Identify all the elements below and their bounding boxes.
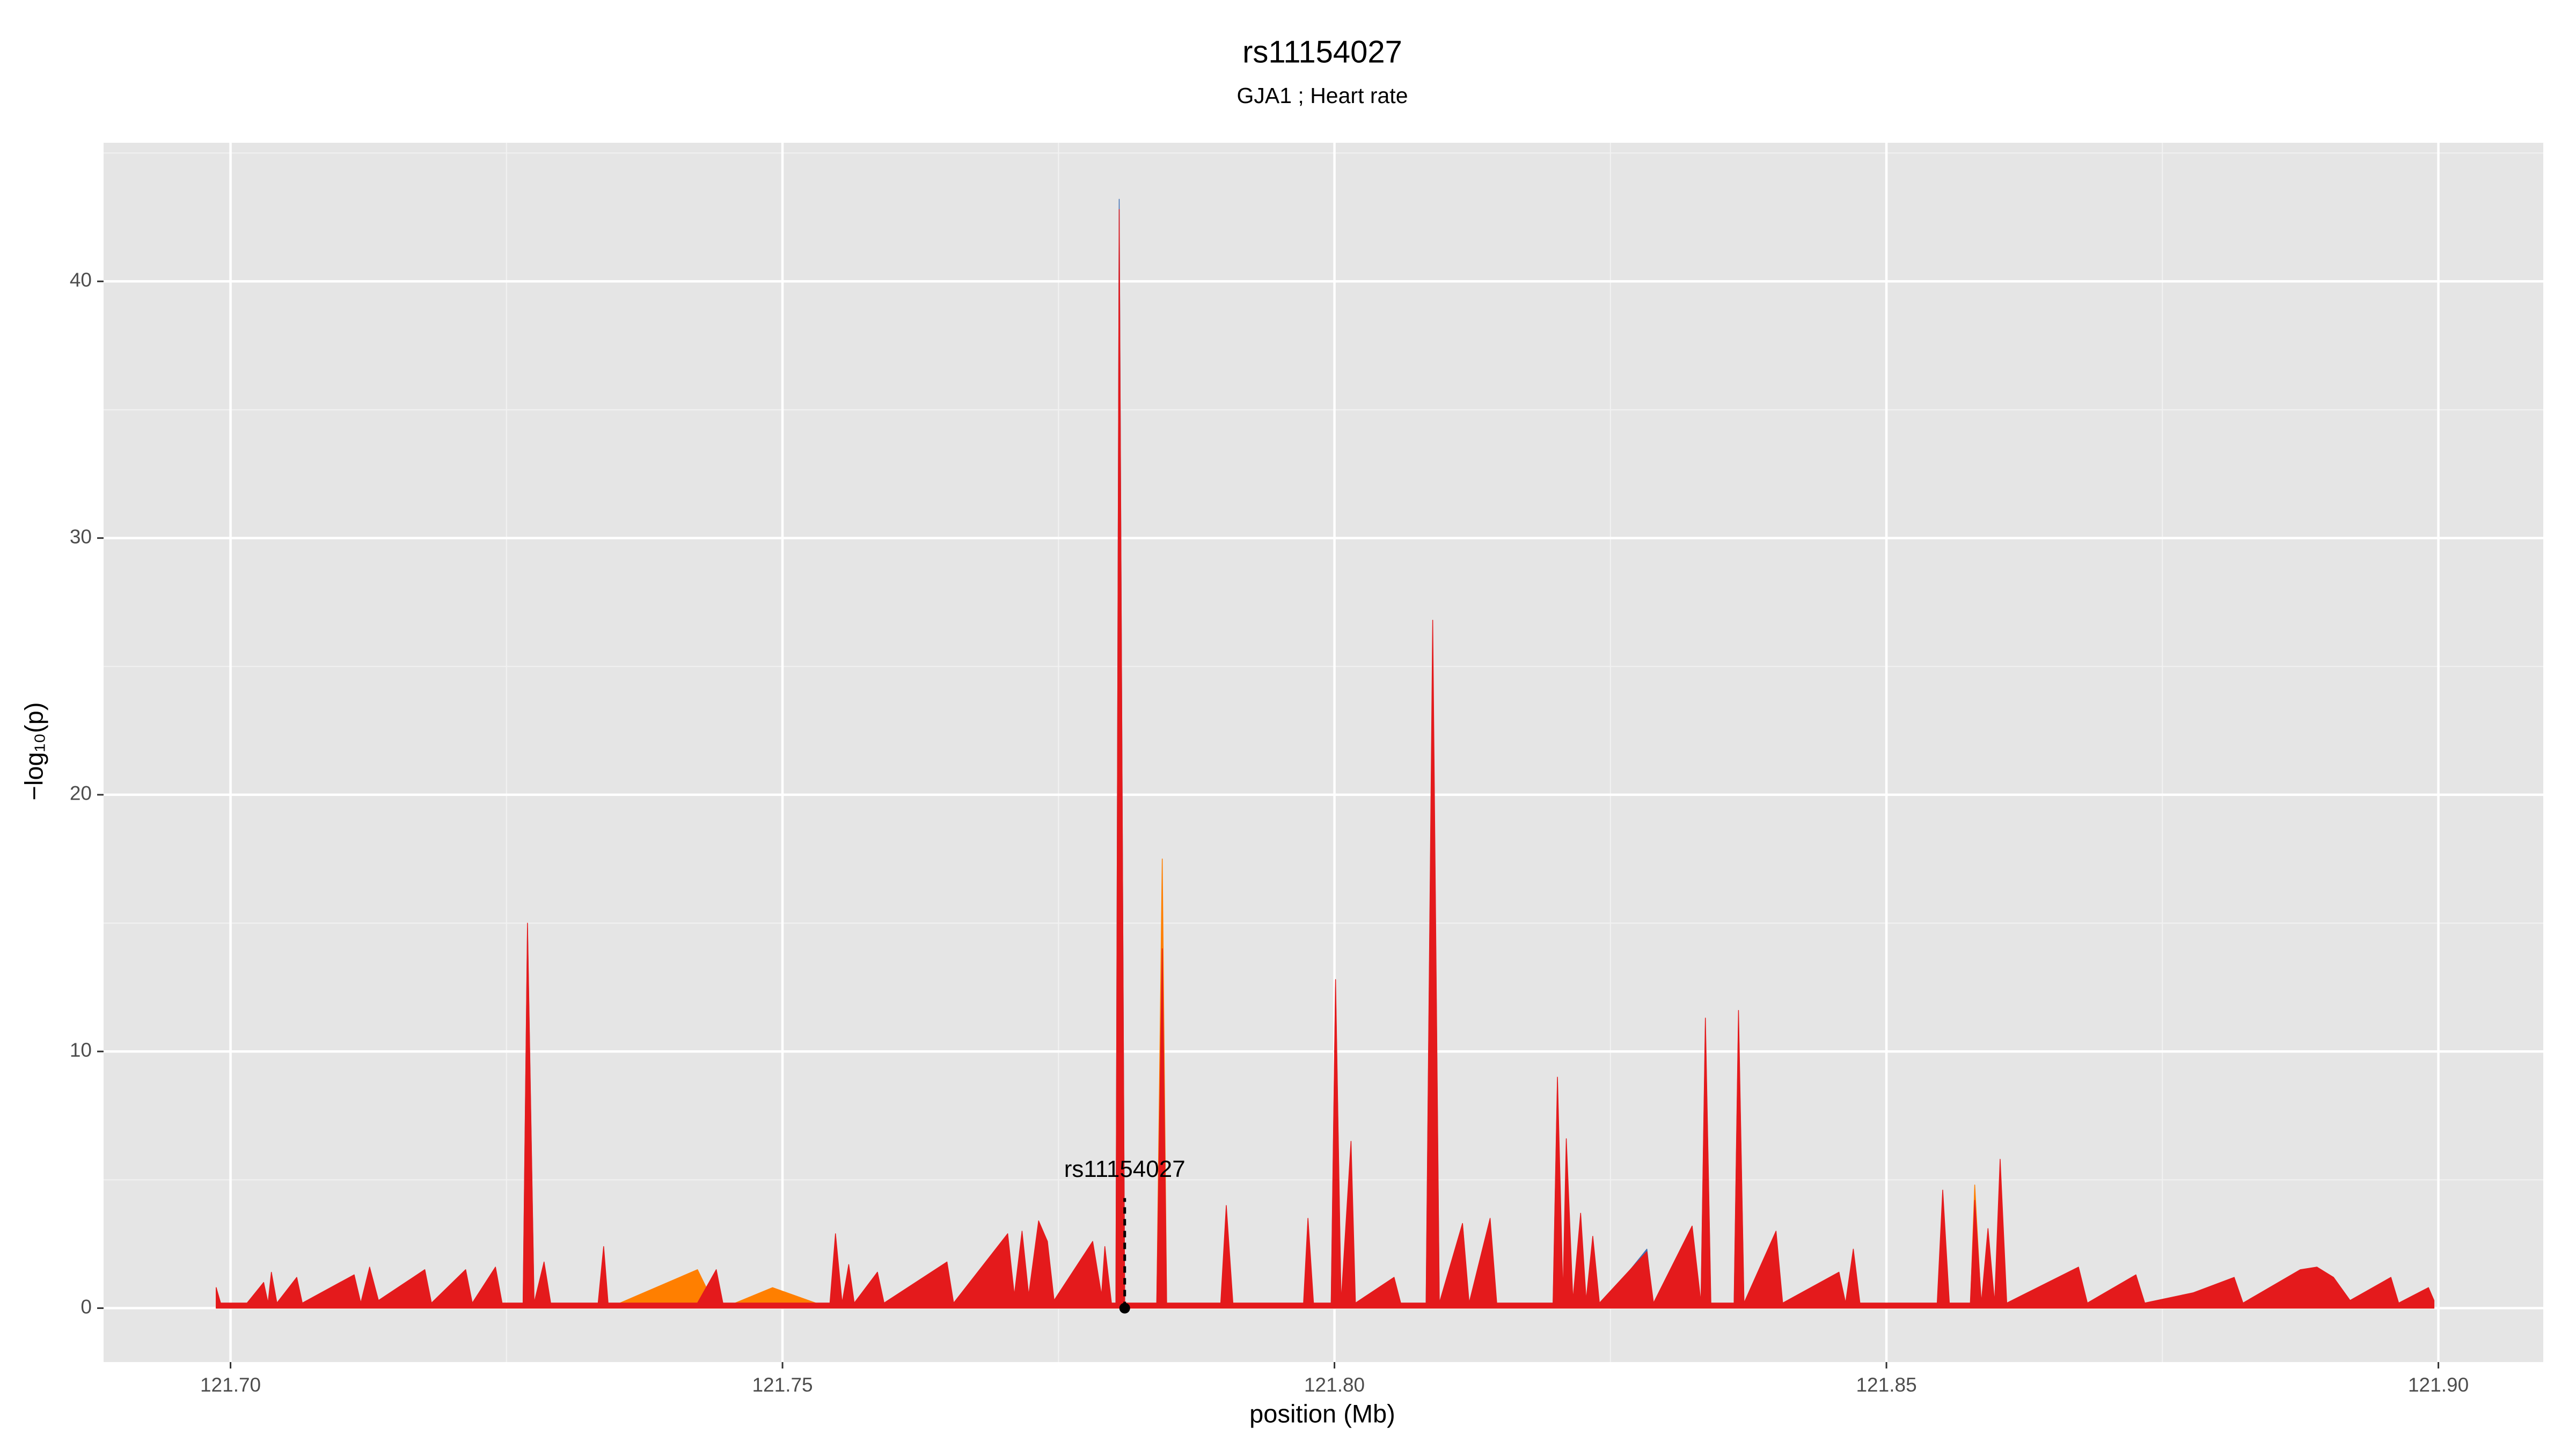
annotation-point — [1119, 1302, 1130, 1314]
y-tick-label: 0 — [80, 1296, 92, 1318]
y-tick-label: 10 — [70, 1039, 92, 1061]
chart-subtitle: GJA1 ; Heart rate — [1236, 83, 1408, 108]
x-tick-label: 121.75 — [752, 1374, 813, 1396]
plot-background — [104, 143, 2543, 1362]
x-tick-label: 121.90 — [2408, 1374, 2469, 1396]
x-tick-label: 121.80 — [1304, 1374, 1365, 1396]
chart-title: rs11154027 — [1242, 34, 1402, 69]
x-tick-label: 121.70 — [200, 1374, 261, 1396]
y-axis-title: −log₁₀(p) — [19, 702, 48, 801]
x-tick-label: 121.85 — [1856, 1374, 1916, 1396]
y-tick-label: 20 — [70, 782, 92, 804]
x-axis-title: position (Mb) — [1249, 1399, 1395, 1428]
y-tick-label: 30 — [70, 525, 92, 547]
area — [216, 209, 2435, 1309]
annotation-label: rs11154027 — [1064, 1156, 1185, 1182]
y-tick-label: 40 — [70, 269, 92, 291]
